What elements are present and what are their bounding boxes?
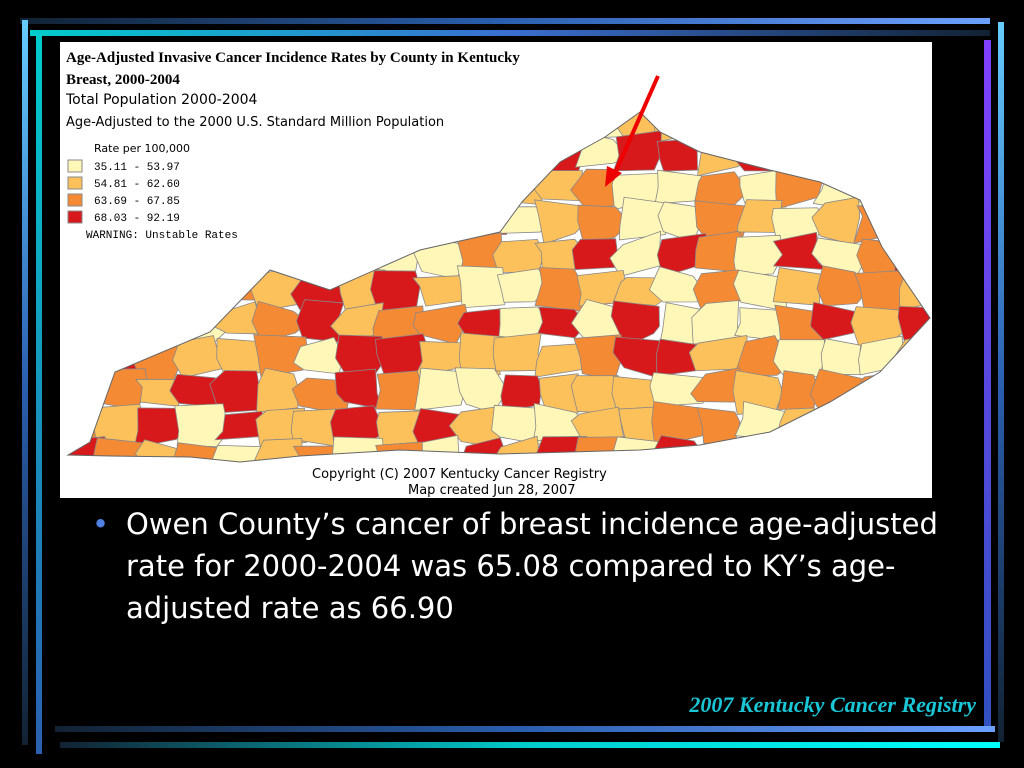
map-subtitle: Age-Adjusted to the 2000 U.S. Standard M…	[66, 115, 444, 130]
county	[656, 233, 707, 278]
county	[330, 302, 384, 342]
arrow-head	[605, 166, 622, 187]
copyright: Copyright (C) 2007 Kentucky Cancer Regis…	[312, 467, 607, 482]
legend-swatch	[67, 176, 83, 190]
bullet-text: Owen County’s cancer of breast incidence…	[92, 503, 966, 629]
legend-swatch	[67, 159, 83, 173]
deco-bar	[998, 22, 1004, 742]
footer: 2007 Kentucky Cancer Registry	[689, 692, 976, 717]
county	[537, 306, 588, 339]
county	[577, 204, 631, 246]
deco-bar	[30, 30, 990, 36]
county	[897, 305, 930, 341]
legend-title: Rate per 100,000	[94, 142, 190, 155]
county	[610, 300, 660, 348]
legend-swatch	[67, 210, 83, 224]
legend-label: 54.81 - 62.60	[94, 179, 180, 191]
deco-bar	[20, 18, 990, 24]
map-subtitle: Total Population 2000-2004	[65, 92, 258, 108]
pointer-arrow	[610, 75, 660, 181]
map-title: Age-Adjusted Invasive Cancer Incidence R…	[66, 50, 520, 66]
county	[251, 300, 309, 342]
county	[538, 373, 579, 414]
county	[733, 234, 785, 277]
deco-bar	[60, 742, 1000, 748]
legend-label: 63.69 - 67.85	[94, 196, 180, 208]
map: Age-Adjusted Invasive Cancer Incidence R…	[60, 42, 932, 498]
deco-bar	[22, 20, 28, 745]
county	[256, 367, 299, 413]
map-title: Breast, 2000-2004	[66, 72, 180, 88]
county	[571, 238, 619, 271]
county	[733, 335, 791, 377]
county	[820, 338, 863, 375]
county	[456, 265, 507, 309]
legend-swatch	[67, 193, 83, 207]
county	[253, 334, 310, 378]
county	[174, 403, 230, 448]
county	[648, 266, 708, 303]
deco-bar	[55, 726, 995, 732]
county	[649, 372, 708, 407]
legend-label: 68.03 - 92.19	[94, 213, 180, 225]
legend-label: 35.11 - 53.97	[94, 162, 180, 174]
deco-bar	[36, 34, 42, 754]
deco-bar	[984, 40, 991, 730]
created-date: Map created Jun 28, 2007	[408, 483, 576, 498]
county	[496, 268, 551, 303]
warning: WARNING: Unstable Rates	[86, 230, 238, 242]
